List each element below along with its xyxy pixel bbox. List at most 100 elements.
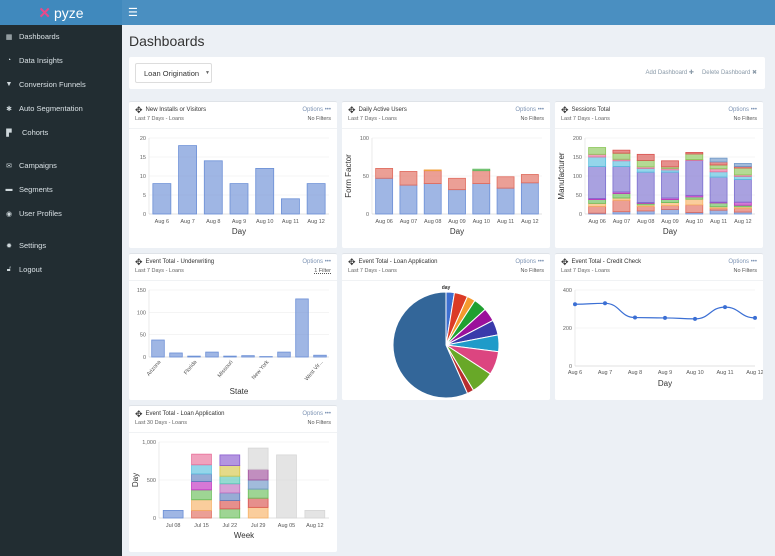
bar[interactable] bbox=[612, 149, 631, 154]
bar[interactable] bbox=[733, 207, 752, 213]
bar[interactable] bbox=[472, 168, 491, 172]
bar[interactable] bbox=[661, 171, 679, 199]
bar[interactable] bbox=[219, 454, 241, 466]
bar[interactable] bbox=[423, 169, 442, 172]
bar[interactable] bbox=[219, 500, 241, 510]
bar[interactable] bbox=[685, 204, 704, 213]
move-icon[interactable]: ✥ bbox=[348, 257, 356, 267]
move-icon[interactable]: ✥ bbox=[561, 105, 569, 115]
pie-slice[interactable] bbox=[392, 291, 469, 399]
sidebar-item-settings[interactable]: ✹ Settings bbox=[5, 241, 46, 250]
bar[interactable] bbox=[496, 187, 515, 215]
data-point[interactable] bbox=[663, 315, 667, 320]
bar[interactable] bbox=[612, 152, 631, 160]
bar[interactable] bbox=[661, 209, 679, 215]
bar[interactable] bbox=[169, 352, 183, 358]
data-point[interactable] bbox=[633, 315, 637, 320]
bar[interactable] bbox=[423, 183, 442, 215]
bar[interactable] bbox=[219, 483, 241, 494]
bar[interactable] bbox=[247, 447, 269, 470]
bar[interactable] bbox=[661, 205, 679, 210]
move-icon[interactable]: ✥ bbox=[135, 257, 143, 267]
bar[interactable] bbox=[247, 497, 269, 508]
options-button[interactable]: Options ••• bbox=[302, 411, 331, 417]
bar[interactable] bbox=[223, 355, 237, 358]
bar[interactable] bbox=[709, 176, 728, 203]
bar[interactable] bbox=[277, 351, 291, 358]
bar[interactable] bbox=[203, 160, 223, 215]
bar[interactable] bbox=[247, 506, 269, 519]
move-icon[interactable]: ✥ bbox=[348, 105, 356, 115]
options-button[interactable]: Options ••• bbox=[728, 107, 757, 113]
bar[interactable] bbox=[733, 201, 752, 206]
sidebar-item-segments[interactable]: ▬ Segments bbox=[5, 185, 53, 194]
move-icon[interactable]: ✥ bbox=[561, 257, 569, 267]
options-button[interactable]: Options ••• bbox=[728, 259, 757, 265]
sidebar-item-cohorts[interactable]: ▛ Cohorts bbox=[5, 128, 48, 137]
bar[interactable] bbox=[306, 183, 326, 215]
bar[interactable] bbox=[152, 183, 172, 215]
bar[interactable] bbox=[685, 160, 704, 196]
bar[interactable] bbox=[187, 355, 201, 358]
bar[interactable] bbox=[588, 147, 607, 155]
data-point[interactable] bbox=[723, 305, 727, 310]
bar[interactable] bbox=[636, 160, 655, 168]
bar[interactable] bbox=[399, 171, 418, 186]
bar[interactable] bbox=[219, 492, 241, 501]
bar[interactable] bbox=[588, 166, 607, 199]
bar[interactable] bbox=[636, 153, 655, 161]
bar[interactable] bbox=[276, 454, 297, 519]
bar[interactable] bbox=[191, 473, 212, 482]
bar[interactable] bbox=[733, 179, 752, 203]
bar[interactable] bbox=[709, 168, 728, 173]
bar[interactable] bbox=[448, 177, 466, 191]
bar[interactable] bbox=[661, 160, 679, 168]
bar[interactable] bbox=[472, 183, 491, 215]
bar[interactable] bbox=[612, 166, 631, 193]
bar[interactable] bbox=[313, 354, 327, 358]
bar[interactable] bbox=[612, 199, 631, 213]
bar[interactable] bbox=[709, 164, 728, 170]
bar[interactable] bbox=[247, 479, 269, 490]
bar[interactable] bbox=[448, 189, 466, 215]
sidebar-item-conversion-funnels[interactable]: ▼ Conversion Funnels bbox=[5, 80, 86, 89]
bar[interactable] bbox=[709, 171, 728, 178]
bar[interactable] bbox=[191, 464, 212, 475]
bar[interactable] bbox=[636, 210, 655, 215]
bar[interactable] bbox=[612, 193, 631, 199]
bar[interactable] bbox=[178, 145, 197, 215]
hamburger-icon[interactable]: ☰ bbox=[128, 7, 138, 19]
options-button[interactable]: Options ••• bbox=[515, 259, 544, 265]
bar[interactable] bbox=[219, 508, 241, 519]
sidebar-item-data-insights[interactable]: ◔ Data Insights bbox=[5, 56, 63, 65]
bar[interactable] bbox=[709, 161, 728, 166]
bar[interactable] bbox=[375, 177, 394, 215]
bar[interactable] bbox=[281, 198, 300, 215]
bar[interactable] bbox=[191, 489, 212, 501]
bar[interactable] bbox=[636, 171, 655, 204]
options-button[interactable]: Options ••• bbox=[302, 107, 331, 113]
bar[interactable] bbox=[733, 175, 752, 180]
data-point[interactable] bbox=[603, 301, 607, 306]
bar[interactable] bbox=[520, 174, 539, 184]
bar[interactable] bbox=[588, 156, 607, 167]
bar[interactable] bbox=[304, 510, 326, 519]
delete-dashboard-button[interactable]: Delete Dashboard ✖ bbox=[701, 70, 757, 76]
add-dashboard-button[interactable]: Add Dashboard ✚ bbox=[645, 70, 694, 76]
data-point[interactable] bbox=[573, 302, 577, 307]
bar[interactable] bbox=[733, 167, 752, 176]
bar[interactable] bbox=[399, 184, 418, 215]
bar[interactable] bbox=[241, 355, 255, 358]
bar[interactable] bbox=[205, 351, 219, 358]
sidebar-item-auto-segmentation[interactable]: ✱ Auto Segmentation bbox=[5, 104, 83, 113]
pyze-logo[interactable]: ✕ pyze bbox=[0, 0, 122, 25]
bar[interactable] bbox=[219, 475, 241, 485]
sidebar-item-user-profiles[interactable]: ◉ User Profiles bbox=[5, 209, 62, 218]
bar[interactable] bbox=[612, 160, 631, 167]
bar[interactable] bbox=[685, 198, 704, 206]
dashboard-select[interactable]: Loan Origination ▼ bbox=[135, 63, 212, 83]
bar[interactable] bbox=[520, 182, 539, 215]
sidebar-item-campaigns[interactable]: ✉ Campaigns bbox=[5, 161, 57, 170]
bar[interactable] bbox=[151, 339, 165, 358]
bar[interactable] bbox=[229, 183, 249, 215]
